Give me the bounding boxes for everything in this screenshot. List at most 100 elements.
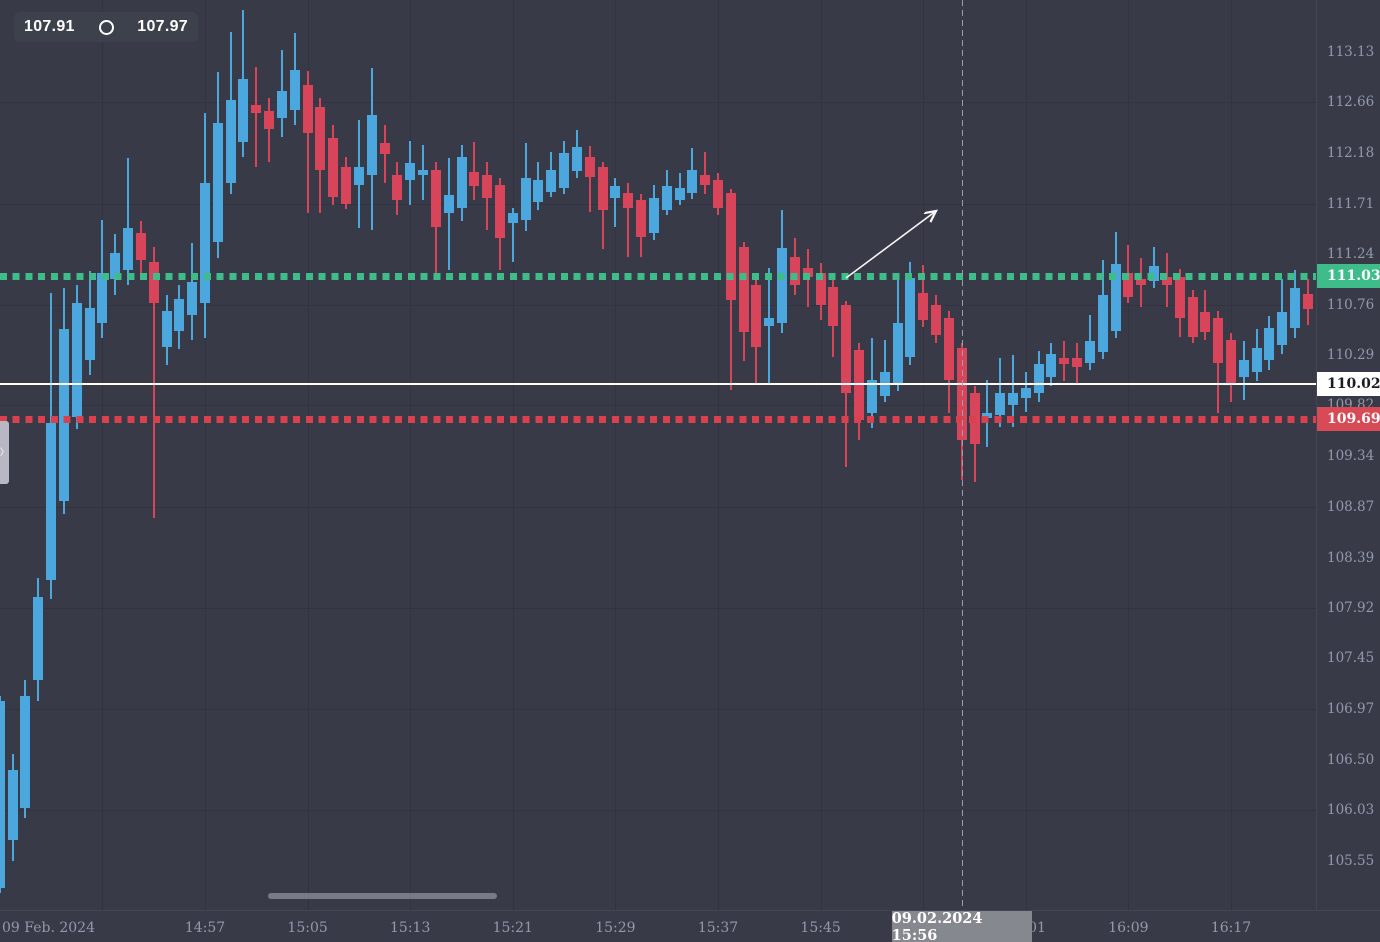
price-axis-label: 107.92	[1327, 600, 1375, 616]
candle-body	[7, 770, 18, 840]
quote-bid-value: 107.91	[24, 18, 75, 35]
candle-body	[238, 78, 249, 142]
candle-wick	[883, 340, 886, 403]
vertical-gridline	[307, 0, 309, 910]
candle-body	[225, 100, 236, 184]
candlestick-chart-area[interactable]: 107.91 107.97 〉	[0, 0, 1316, 910]
green-level-price-badge: 111.03	[1317, 264, 1380, 289]
candle-body	[713, 180, 723, 208]
candle-body	[571, 146, 582, 172]
candle-body	[700, 174, 711, 186]
white-price-level-line[interactable]	[0, 382, 1316, 385]
quote-badge: 107.91 107.97	[14, 12, 198, 42]
candle-body	[597, 167, 608, 210]
candle-body	[1020, 388, 1031, 398]
date-label: 09 Feb. 2024	[2, 920, 95, 936]
candle-body	[866, 379, 877, 413]
vertical-gridline	[205, 0, 206, 910]
candle-body	[302, 85, 313, 134]
candle-body	[1226, 340, 1236, 383]
candle-body	[494, 185, 505, 238]
candle-body	[1200, 312, 1211, 332]
price-axis-label: 110.76	[1327, 296, 1375, 313]
crosshair-time-badge: 09.02.2024 15:56	[891, 911, 1032, 942]
candle-body	[187, 282, 198, 315]
candle-body	[430, 170, 441, 227]
horizontal-gridline	[0, 102, 1316, 104]
expand-left-panel-button[interactable]: 〉	[0, 421, 9, 484]
candle-body	[661, 186, 672, 210]
candle-body	[1046, 354, 1057, 378]
candle-body	[135, 233, 146, 261]
chevron-right-icon: 〉	[0, 447, 10, 457]
candle-wick	[306, 71, 309, 214]
candle-body	[648, 198, 659, 234]
vertical-gridline	[410, 0, 412, 910]
trend-arrow-annotation	[845, 0, 1316, 279]
candle-body	[610, 186, 621, 199]
candle-body	[315, 107, 326, 171]
candle-body	[405, 162, 416, 181]
candle-body	[46, 423, 57, 581]
price-axis[interactable]: 113.13 112.66 112.18 111.71 111.24 110.76 110.…	[1316, 0, 1380, 910]
candle-body	[418, 170, 429, 175]
candle-body	[276, 91, 287, 119]
candle-body	[456, 156, 467, 208]
candle-body	[854, 349, 865, 421]
candle-wick	[447, 157, 450, 270]
candle-body	[392, 174, 403, 201]
candle-body	[20, 695, 31, 808]
candle-body	[1264, 328, 1275, 361]
horizontal-scrollbar-handle[interactable]	[268, 893, 497, 899]
vertical-gridline	[615, 0, 617, 910]
candle-body	[161, 311, 172, 347]
time-axis-label: 16:17	[1210, 920, 1252, 936]
candle-body	[892, 323, 903, 383]
white-level-price-badge: 110.02	[1317, 371, 1380, 396]
candle-body	[507, 213, 518, 223]
candle-wick	[1011, 355, 1014, 427]
candle-body	[71, 302, 82, 417]
candle-body	[174, 298, 185, 331]
candle-body	[905, 278, 916, 358]
candle-body	[777, 248, 788, 324]
candle-body	[674, 187, 685, 201]
vertical-gridline	[1231, 0, 1232, 910]
candle-body	[0, 700, 5, 888]
price-axis-label: 111.71	[1327, 195, 1375, 212]
candle-body	[1007, 393, 1018, 406]
candle-body	[815, 272, 826, 305]
vertical-gridline	[718, 0, 719, 910]
candle-body	[341, 167, 352, 204]
candle-body	[1213, 317, 1224, 363]
candle-body	[559, 153, 570, 188]
candle-body	[469, 171, 480, 187]
candle-wick	[152, 247, 155, 519]
candle-wick	[588, 145, 591, 213]
candle-body	[443, 194, 454, 214]
price-axis-label: 110.29	[1327, 347, 1375, 364]
time-axis[interactable]: 09 Feb. 2024 14:57 15:05 15:13 15:21 15:29 15…	[0, 910, 1380, 942]
candle-body	[1187, 297, 1198, 337]
vertical-gridline	[102, 0, 104, 910]
candle-body	[1290, 287, 1301, 329]
candle-body	[995, 393, 1006, 415]
candle-body	[520, 177, 531, 220]
price-axis-label: 113.13	[1327, 43, 1375, 60]
candle-body	[212, 123, 223, 242]
green-dotted-level-line[interactable]	[0, 272, 1316, 280]
price-axis-label: 111.24	[1327, 245, 1375, 262]
candle-wick	[999, 358, 1002, 427]
candle-body	[636, 200, 647, 237]
red-dotted-level-line[interactable]	[0, 415, 1316, 423]
horizontal-gridline	[0, 608, 1316, 609]
candle-body	[1136, 279, 1147, 285]
price-axis-label: 107.45	[1327, 650, 1375, 667]
price-axis-label: 108.87	[1327, 498, 1375, 515]
candle-body	[1277, 312, 1288, 346]
quote-ask-value: 107.97	[137, 18, 188, 35]
time-axis-label: 15:37	[697, 920, 739, 936]
candle-wick	[627, 183, 630, 257]
time-axis-label: 16:09	[1108, 920, 1149, 936]
vertical-gridline	[1025, 0, 1027, 910]
